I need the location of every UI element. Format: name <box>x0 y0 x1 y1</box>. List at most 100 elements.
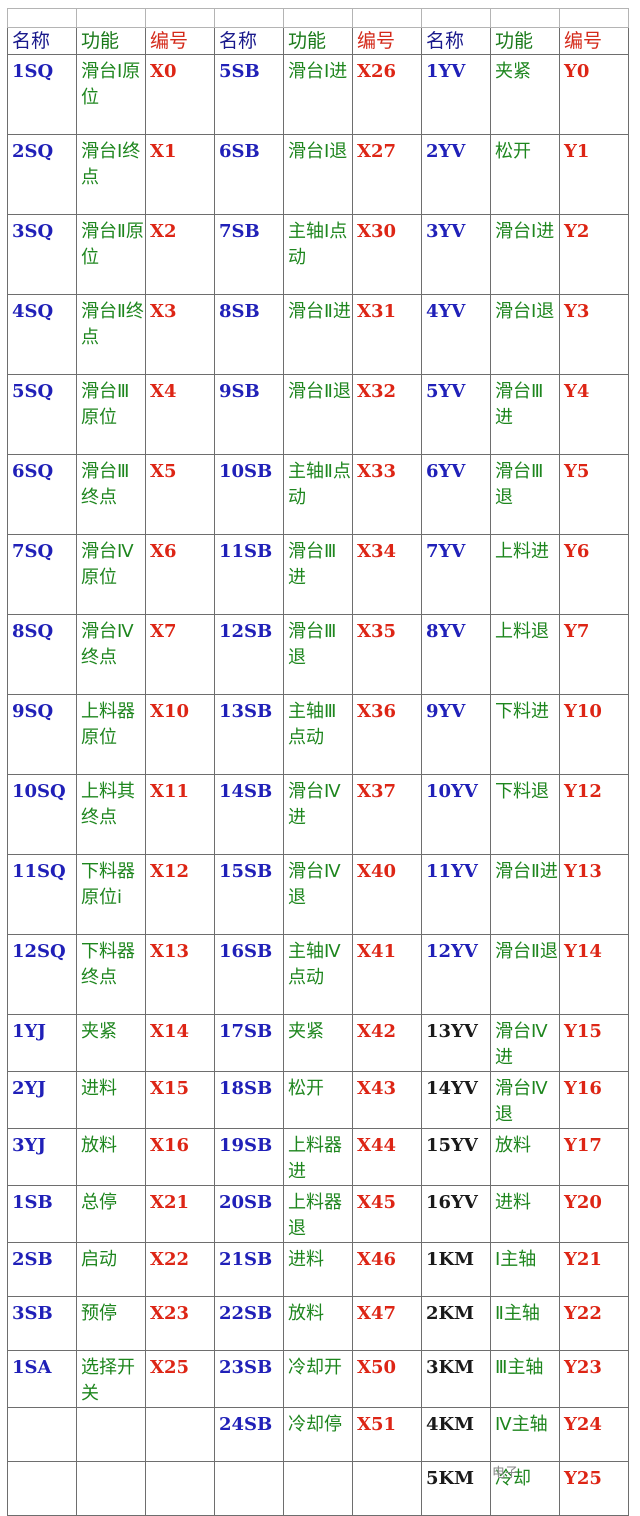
io-number-cell: X11 <box>145 774 215 855</box>
function-text: 进料 <box>288 1249 324 1270</box>
io-number-text: Y7 <box>564 621 590 642</box>
function-cell: 滑台Ⅱ终点 <box>76 294 146 375</box>
device-name-text: 4KM <box>426 1414 475 1435</box>
io-number-text: X23 <box>150 1303 190 1324</box>
io-number-text: X27 <box>357 141 397 162</box>
io-number-text: X12 <box>150 861 190 882</box>
header-function: 功能 <box>283 27 353 55</box>
io-number-text: Y14 <box>564 941 602 962</box>
io-number-text: X30 <box>357 221 397 242</box>
header-name: 名称 <box>214 27 284 55</box>
io-number-cell: X13 <box>145 934 215 1015</box>
function-cell: 滑台Ⅰ退 <box>283 134 353 215</box>
function-text: 放料 <box>495 1135 531 1156</box>
function-text: 滑台Ⅳ终点 <box>81 621 134 668</box>
device-name-text: 5SQ <box>12 381 54 402</box>
io-number-cell: X36 <box>352 694 422 775</box>
io-number-cell: X15 <box>145 1071 215 1129</box>
io-number-text <box>150 1463 214 1467</box>
device-name-cell: 3YJ <box>7 1128 77 1186</box>
io-number-text: X32 <box>357 381 397 402</box>
function-cell: 主轴Ⅳ点动 <box>283 934 353 1015</box>
function-text <box>81 1409 145 1413</box>
io-number-cell: Y17 <box>559 1128 629 1186</box>
device-name-cell: 21SB <box>214 1242 284 1297</box>
device-name-text: 2YV <box>426 141 466 162</box>
header-number: 编号 <box>352 27 422 55</box>
io-number-cell: Y22 <box>559 1296 629 1351</box>
function-text: 主轴Ⅱ点动 <box>288 461 351 508</box>
io-number-text: Y23 <box>564 1357 602 1378</box>
device-name-text: 14YV <box>426 1078 478 1099</box>
header-name: 名称 <box>7 27 77 55</box>
device-name-text <box>12 1463 76 1467</box>
io-number-text: Y25 <box>564 1468 602 1489</box>
function-cell: 预停 <box>76 1296 146 1351</box>
io-number-cell: Y6 <box>559 534 629 615</box>
io-number-cell: X23 <box>145 1296 215 1351</box>
function-text: 主轴Ⅳ点动 <box>288 941 341 988</box>
table-row: 11SQ 下料器原位i X12 15SB 滑台Ⅳ退 X40 11YV 滑台Ⅱ进 Y13 <box>7 854 629 935</box>
function-text: 滑台Ⅰ原位 <box>81 61 141 108</box>
table-row: 24SB 冷却停 X51 4KM Ⅳ主轴 Y24 <box>7 1407 629 1462</box>
function-cell: 上料进 <box>490 534 560 615</box>
io-number-cell: X2 <box>145 214 215 295</box>
device-name-cell: 8SQ <box>7 614 77 695</box>
table-row: 4SQ 滑台Ⅱ终点 X3 8SB 滑台Ⅱ进 X31 4YV 滑台Ⅰ退 Y3 <box>7 294 629 375</box>
io-number-text: X26 <box>357 61 397 82</box>
io-number-cell: X22 <box>145 1242 215 1297</box>
function-text: 放料 <box>288 1303 324 1324</box>
io-number-text: X25 <box>150 1357 190 1378</box>
device-name-text: 1SQ <box>12 61 54 82</box>
table-row: 9SQ 上料器原位 X10 13SB 主轴Ⅲ点动 X36 9YV 下料进 Y10 <box>7 694 629 775</box>
device-name-cell: 2SQ <box>7 134 77 215</box>
function-text: 滑台Ⅰ终点 <box>81 141 141 188</box>
function-cell: 冷却开 <box>283 1350 353 1408</box>
device-name-cell: 7SB <box>214 214 284 295</box>
io-number-cell: Y7 <box>559 614 629 695</box>
device-name-text: 1YJ <box>12 1021 46 1042</box>
io-number-text: Y20 <box>564 1192 602 1213</box>
device-name-text: 15SB <box>219 861 273 882</box>
function-text: 下料退 <box>495 781 549 802</box>
device-name-text: 14SB <box>219 781 273 802</box>
io-number-cell: Y14 <box>559 934 629 1015</box>
device-name-text: 3YV <box>426 221 466 242</box>
function-cell: 滑台Ⅰ原位 <box>76 54 146 135</box>
io-number-text: X13 <box>150 941 190 962</box>
io-number-cell: Y5 <box>559 454 629 535</box>
function-text: 滑台Ⅰ进 <box>495 221 555 242</box>
function-text: Ⅳ主轴 <box>495 1414 548 1435</box>
device-name-cell: 15YV <box>421 1128 491 1186</box>
io-number-text: X5 <box>150 461 177 482</box>
function-cell: 滑台Ⅲ进 <box>490 374 560 455</box>
io-number-cell: X1 <box>145 134 215 215</box>
device-name-text: 2YJ <box>12 1078 46 1099</box>
device-name-text: 13SB <box>219 701 273 722</box>
device-name-cell: 14YV <box>421 1071 491 1129</box>
function-text: 冷却 <box>495 1468 531 1489</box>
io-number-text: X11 <box>150 781 190 802</box>
device-name-cell: 8SB <box>214 294 284 375</box>
io-number-text: X10 <box>150 701 190 722</box>
device-name-text: 7SQ <box>12 541 54 562</box>
function-cell: 进料 <box>490 1185 560 1243</box>
function-cell: 滑台Ⅱ进 <box>283 294 353 375</box>
function-text: 预停 <box>81 1303 117 1324</box>
device-name-text: 16YV <box>426 1192 478 1213</box>
io-number-cell: X40 <box>352 854 422 935</box>
function-text: 选择开关 <box>81 1357 135 1404</box>
device-name-cell: 8YV <box>421 614 491 695</box>
function-text: 主轴Ⅲ点动 <box>288 701 337 748</box>
io-number-text <box>357 1463 421 1467</box>
io-number-text: X0 <box>150 61 177 82</box>
function-cell: 滑台Ⅳ终点 <box>76 614 146 695</box>
io-number-cell: Y12 <box>559 774 629 855</box>
device-name-text: 11SB <box>219 541 273 562</box>
function-text: 滑台Ⅱ退 <box>495 941 558 962</box>
device-name-cell: 3YV <box>421 214 491 295</box>
device-name-cell: 12YV <box>421 934 491 1015</box>
io-number-cell: Y15 <box>559 1014 629 1072</box>
io-number-text: Y17 <box>564 1135 602 1156</box>
